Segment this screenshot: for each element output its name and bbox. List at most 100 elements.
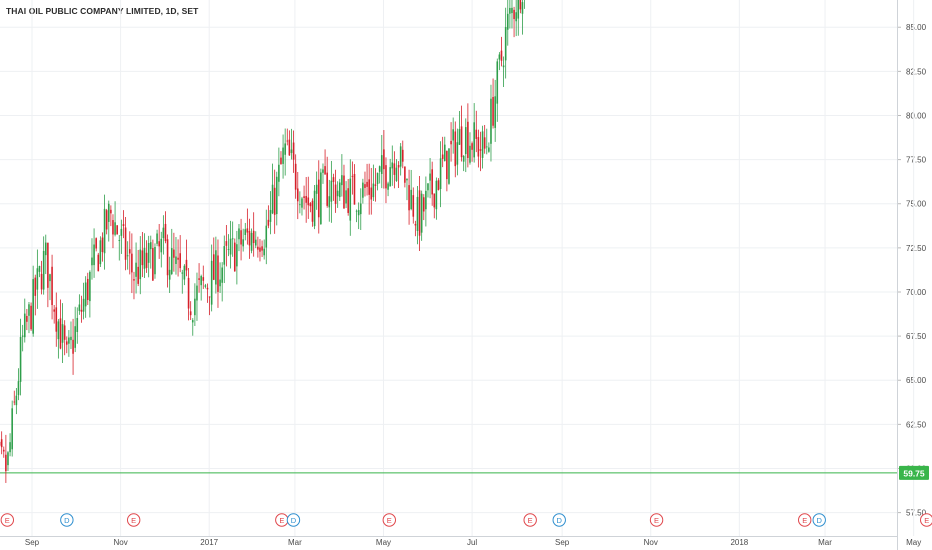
candle-body	[462, 155, 465, 162]
candle-body	[475, 129, 478, 139]
candle-body	[513, 9, 515, 20]
candle-body	[450, 140, 452, 145]
candle-body	[44, 242, 47, 256]
candle-body	[345, 190, 347, 204]
candle-body	[101, 237, 104, 253]
candle-body	[51, 266, 53, 306]
candle-body	[429, 173, 431, 181]
x-tick-label: Jul	[467, 538, 477, 547]
earnings-marker[interactable]	[920, 513, 932, 527]
candle-body	[194, 298, 196, 316]
candle-body	[57, 321, 60, 340]
candle-body	[149, 242, 152, 250]
candle-body	[307, 197, 310, 206]
candle-body	[91, 257, 93, 266]
candle-body	[135, 262, 137, 277]
candle-body	[292, 142, 295, 160]
candle-body	[86, 278, 89, 300]
candle-body	[198, 278, 200, 280]
candle-body	[399, 146, 402, 167]
candle-body	[38, 265, 41, 272]
candle-body	[124, 227, 127, 260]
candle-body	[517, 0, 520, 19]
dividend-marker[interactable]	[812, 513, 826, 527]
candle-body	[65, 341, 68, 345]
earnings-marker[interactable]	[0, 513, 15, 527]
candle-body	[433, 193, 436, 208]
dividend-marker[interactable]	[552, 513, 566, 527]
candle-body	[179, 253, 181, 269]
x-tick-label: 2017	[200, 538, 218, 547]
candle-body	[168, 269, 171, 280]
dividend-marker[interactable]	[60, 513, 74, 527]
dividend-marker[interactable]	[286, 513, 301, 527]
candle-body	[278, 164, 280, 182]
candle-body	[110, 209, 112, 214]
y-tick-label: 72.50	[906, 244, 927, 253]
y-tick-label: 77.50	[906, 156, 927, 165]
candle-body	[47, 242, 49, 288]
candle-body	[410, 189, 412, 210]
candle-body	[435, 180, 438, 210]
candle-body	[275, 176, 278, 215]
candle-body	[143, 247, 146, 269]
candle-body	[175, 256, 177, 265]
candle-body	[53, 309, 55, 312]
candle-body	[80, 309, 83, 312]
candle-body	[223, 246, 226, 265]
candle-body	[359, 203, 362, 215]
candle-body	[5, 454, 7, 472]
candle-body	[376, 172, 379, 185]
y-tick-label: 85.00	[906, 23, 927, 32]
candle-body	[160, 238, 163, 253]
candle-body	[210, 260, 213, 305]
candle-body	[212, 254, 215, 280]
candle-body	[7, 452, 9, 466]
candle-body	[118, 240, 121, 241]
candle-body	[154, 246, 156, 275]
earnings-marker[interactable]	[382, 513, 397, 527]
candle-body	[391, 162, 394, 169]
candle-body	[494, 96, 496, 128]
candle-body	[504, 27, 507, 61]
candle-body	[97, 254, 100, 272]
candle-body	[152, 248, 154, 281]
candle-body	[263, 248, 265, 256]
candle-body	[299, 204, 301, 206]
candle-body	[441, 154, 444, 159]
candle-body	[133, 279, 135, 281]
candle-body	[488, 147, 490, 152]
candle-body	[215, 250, 217, 285]
candle-body	[301, 198, 303, 208]
earnings-marker[interactable]	[126, 513, 141, 527]
candle-body	[112, 220, 114, 235]
earnings-marker[interactable]	[798, 513, 812, 527]
candle-body	[131, 253, 133, 273]
candle-body	[141, 250, 144, 266]
candle-body	[280, 157, 282, 165]
candle-body	[315, 184, 318, 194]
candle-body	[78, 304, 81, 311]
candle-body	[107, 203, 110, 222]
x-tick-label: Mar	[288, 538, 302, 547]
candle-body	[452, 129, 454, 141]
candle-body	[355, 210, 358, 212]
chart-title: THAI OIL PUBLIC COMPANY LIMITED, 1D, SET	[6, 6, 199, 16]
candle-body	[173, 249, 175, 258]
candle-body	[217, 255, 219, 292]
event-marker-label: E	[131, 516, 136, 525]
candle-body	[437, 180, 440, 190]
candle-body	[515, 12, 517, 22]
candle-body	[343, 175, 345, 209]
candle-body	[34, 277, 37, 296]
candle-body	[236, 244, 238, 267]
event-marker-label: E	[654, 516, 659, 525]
candle-body	[82, 298, 85, 312]
y-tick-label: 82.50	[906, 67, 927, 76]
y-tick-label: 70.00	[906, 288, 927, 297]
candle-body	[374, 184, 377, 186]
earnings-marker[interactable]	[523, 513, 537, 527]
candle-body	[378, 166, 381, 172]
earnings-marker[interactable]	[649, 513, 664, 527]
